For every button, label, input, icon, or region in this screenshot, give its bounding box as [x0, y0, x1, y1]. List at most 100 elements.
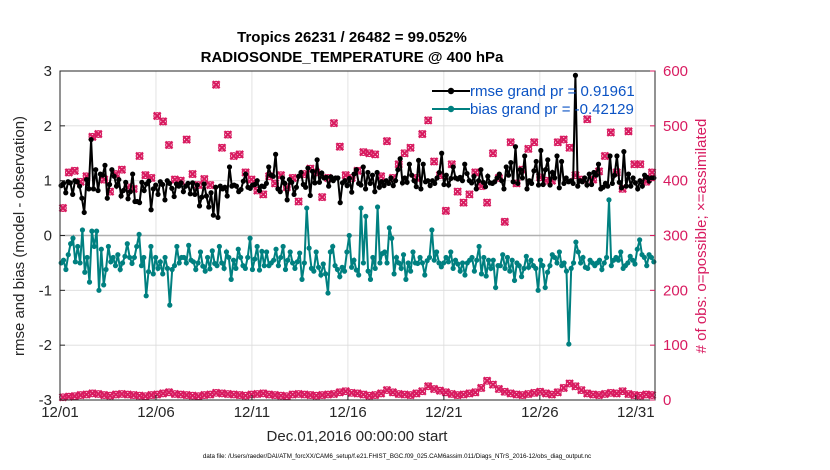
bias-point: [261, 263, 267, 269]
obs-possible-marker-low: [642, 390, 651, 399]
rmse-point: [404, 179, 410, 185]
obs-possible-marker-used: [524, 144, 533, 153]
obs-possible-marker-used: [483, 198, 492, 207]
bias-point: [221, 265, 227, 271]
obs-assimilated-marker-used: [418, 129, 427, 139]
obs-assimilated-marker-used: [58, 203, 68, 213]
obs-possible-marker-used: [571, 171, 580, 180]
obs-possible-marker-used: [636, 160, 645, 169]
bias-point: [332, 263, 338, 269]
rmse-point: [344, 183, 350, 189]
bias-point: [438, 264, 444, 270]
obs-possible-marker-low: [76, 391, 85, 399]
bias-point: [488, 265, 494, 271]
rmse-point: [277, 189, 283, 195]
rmse-point: [125, 196, 131, 202]
rmse-point: [162, 197, 168, 203]
bias-point: [474, 257, 480, 263]
bias-point: [72, 259, 78, 265]
rmse-point: [445, 182, 452, 188]
obs-possible-marker-used: [70, 166, 79, 175]
obs-assimilated-marker-used: [294, 197, 303, 206]
bias-point: [389, 235, 395, 241]
rmse-point: [243, 171, 249, 177]
rmse-point: [395, 167, 401, 173]
bias-point: [103, 266, 109, 273]
y-left-tick-label: 3: [44, 63, 52, 80]
rmse-point: [342, 178, 348, 184]
obs-assimilated-marker-used: [370, 150, 380, 159]
bias-point: [448, 249, 454, 255]
obs-assimilated-marker-used: [188, 169, 197, 179]
bias-point: [150, 271, 156, 277]
obs-assimilated-marker-used: [217, 143, 227, 153]
bias-point: [573, 239, 579, 245]
rmse-point: [448, 175, 454, 182]
rmse-point: [77, 183, 83, 189]
rmse-point: [621, 149, 627, 155]
y-left-tick-label: -3: [39, 392, 52, 409]
rmse-point: [365, 169, 371, 176]
bias-point: [138, 263, 145, 269]
rmse-point: [187, 191, 193, 197]
bias-point: [533, 265, 539, 271]
bias-point: [89, 228, 95, 234]
rmse-point: [612, 172, 618, 178]
obs-possible-marker-used: [94, 130, 103, 138]
rmse-point: [632, 180, 638, 186]
y-left-tick-label: 0: [44, 228, 52, 245]
rmse-point: [512, 144, 519, 150]
rmse-point: [425, 178, 431, 184]
legend-bias-marker: [447, 105, 455, 113]
bias-point: [637, 237, 643, 243]
x-tick-label: 12/01: [41, 404, 79, 421]
bias-point: [516, 263, 522, 269]
bias-point: [632, 261, 638, 267]
bias-point: [96, 287, 102, 293]
obs-assimilated-marker-used: [158, 117, 168, 126]
y-axis-left-ticks: -3 -2 -1 0 1 2 3: [39, 63, 65, 409]
bias-point: [247, 235, 253, 241]
bias-point: [294, 259, 300, 265]
bias-point: [93, 228, 100, 234]
bias-point: [256, 267, 263, 273]
rmse-point: [563, 175, 569, 181]
obs-possible-marker-low: [453, 391, 462, 399]
rmse-point: [185, 180, 191, 187]
bias-point: [63, 266, 69, 273]
bias-point: [209, 248, 215, 254]
bias-point: [65, 252, 71, 258]
bias-point: [337, 274, 343, 280]
obs-possible-marker-low: [606, 388, 615, 397]
bias-point: [292, 265, 298, 271]
obs-possible-marker-used: [206, 181, 215, 189]
bias-point: [483, 273, 489, 279]
bias-point: [101, 282, 107, 288]
rmse-point: [623, 183, 629, 189]
rmse-point: [192, 191, 198, 197]
rmse-point: [194, 182, 200, 188]
rmse-point: [100, 172, 106, 178]
obs-assimilated-marker-used: [117, 165, 127, 174]
rmse-point: [120, 187, 127, 194]
bias-point: [353, 267, 359, 273]
obs-possible-marker-low: [271, 391, 279, 399]
bias-point: [204, 254, 211, 261]
x-tick-label: 12/11: [234, 404, 270, 421]
obs-assimilated-marker-used: [423, 116, 433, 125]
rmse-point: [600, 184, 606, 190]
bias-point: [299, 276, 305, 282]
y-right-tick-label: 600: [663, 63, 688, 80]
rmse-point: [199, 194, 205, 200]
x-tick-label: 12/06: [137, 404, 175, 421]
rmse-point: [81, 209, 87, 216]
bias-point: [259, 248, 265, 255]
bias-point: [422, 272, 428, 278]
rmse-point: [406, 161, 412, 167]
bias-point: [351, 257, 357, 263]
bias-point: [554, 260, 560, 266]
rmse-point: [427, 183, 433, 189]
rmse-point: [522, 153, 528, 159]
obs-possible-marker-used: [418, 130, 427, 138]
rmse-point: [293, 184, 299, 190]
